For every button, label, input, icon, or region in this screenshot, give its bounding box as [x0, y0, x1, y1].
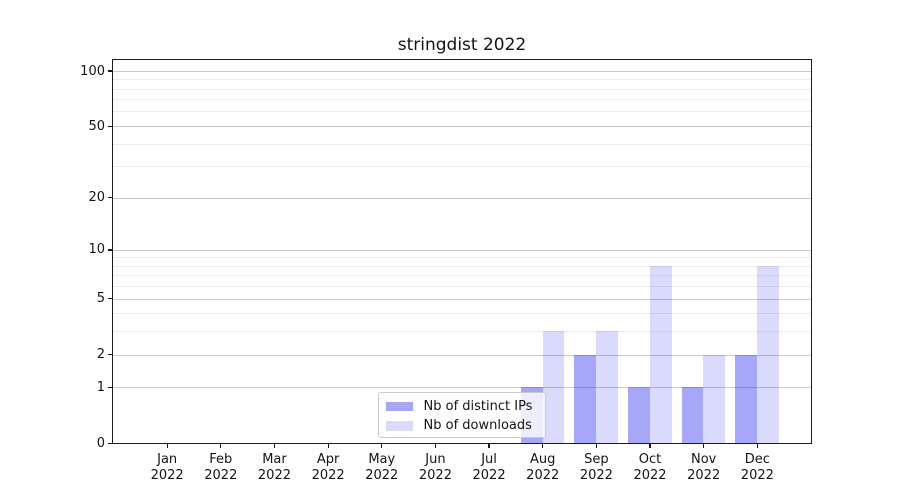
x-tick-mark — [220, 443, 222, 448]
x-tick-label: Jul 2022 — [472, 452, 506, 483]
bar-distinct-ips — [735, 354, 758, 444]
x-tick-mark — [595, 443, 597, 448]
y-tick-label: 1 — [96, 380, 105, 396]
x-tick-mark — [649, 443, 651, 448]
y-tick-label: 0 — [96, 436, 105, 451]
gridline-minor — [113, 143, 811, 145]
gridline-minor — [113, 265, 811, 267]
distinct-ips-swatch-icon — [385, 401, 413, 411]
gridline-major — [113, 298, 811, 300]
x-tick-mark — [542, 443, 544, 448]
x-tick-mark — [703, 443, 705, 448]
gridline-minor — [113, 331, 811, 333]
legend-label-distinct-ips: Nb of distinct IPs — [423, 398, 533, 414]
legend-item-distinct-ips: Nb of distinct IPs — [385, 397, 537, 417]
y-tick-label: 20 — [88, 190, 105, 206]
y-tick-mark — [107, 125, 113, 127]
gridlines-layer — [113, 60, 811, 444]
x-tick-label: Oct 2022 — [633, 452, 667, 483]
x-tick-label: Feb 2022 — [204, 452, 238, 483]
bar-downloads — [703, 354, 726, 444]
y-tick-mark — [107, 70, 113, 72]
y-tick-mark — [107, 386, 113, 389]
x-tick-mark — [273, 443, 276, 448]
y-tick-label: 100 — [80, 63, 105, 79]
gridline-minor — [113, 166, 811, 168]
y-tick-mark — [107, 442, 113, 445]
gridline-major — [113, 70, 811, 72]
legend-item-downloads: Nb of downloads — [385, 416, 537, 436]
bar-distinct-ips — [574, 354, 597, 444]
x-tick-mark — [756, 443, 758, 448]
bar-distinct-ips — [628, 387, 650, 444]
y-tick-label: 10 — [88, 242, 105, 258]
gridline-minor — [113, 99, 811, 101]
y-tick-label: 50 — [88, 118, 105, 134]
bar-downloads — [542, 331, 565, 444]
gridline-major — [113, 125, 811, 127]
x-tick-label: Jan 2022 — [150, 452, 184, 483]
bar-downloads — [649, 265, 672, 444]
gridline-major — [113, 354, 811, 356]
gridline-minor — [113, 111, 811, 113]
x-tick-label: Jun 2022 — [418, 452, 452, 483]
x-tick-label: Mar 2022 — [257, 452, 291, 483]
gridline-minor — [113, 79, 811, 81]
y-tick-mark — [107, 249, 113, 251]
plot-area — [112, 58, 812, 445]
gridline-minor — [113, 275, 811, 277]
x-tick-label: May 2022 — [365, 452, 399, 483]
gridline-minor — [113, 88, 811, 90]
y-tick-label: 5 — [96, 291, 105, 307]
bars-layer — [113, 60, 811, 444]
downloads-swatch-icon — [385, 421, 413, 431]
y-tick-mark — [107, 197, 113, 199]
x-tick-mark — [488, 443, 490, 448]
x-tick-label: Dec 2022 — [740, 452, 774, 483]
x-tick-label: Nov 2022 — [687, 452, 721, 483]
gridline-minor — [113, 313, 811, 315]
legend-label-downloads: Nb of downloads — [423, 418, 532, 434]
bar-downloads — [757, 265, 779, 444]
x-tick-mark — [434, 443, 436, 448]
legend: Nb of distinct IPs Nb of downloads — [377, 391, 546, 438]
y-tick-label: 2 — [96, 347, 105, 363]
gridline-minor — [113, 286, 811, 288]
x-tick-label: Aug 2022 — [526, 452, 560, 483]
x-tick-label: Sep 2022 — [579, 452, 613, 483]
y-tick-mark — [107, 354, 113, 356]
gridline-major — [113, 387, 811, 389]
x-tick-mark — [381, 443, 383, 448]
gridline-major — [113, 197, 811, 199]
gridline-major — [113, 249, 811, 251]
bar-downloads — [596, 331, 618, 444]
gridline-minor — [113, 257, 811, 259]
x-tick-mark — [166, 443, 168, 448]
x-tick-mark — [327, 443, 329, 448]
bar-distinct-ips — [681, 387, 704, 444]
y-tick-mark — [107, 298, 113, 300]
x-tick-label: Apr 2022 — [311, 452, 345, 483]
chart-title: stringdist 2022 — [397, 35, 527, 55]
